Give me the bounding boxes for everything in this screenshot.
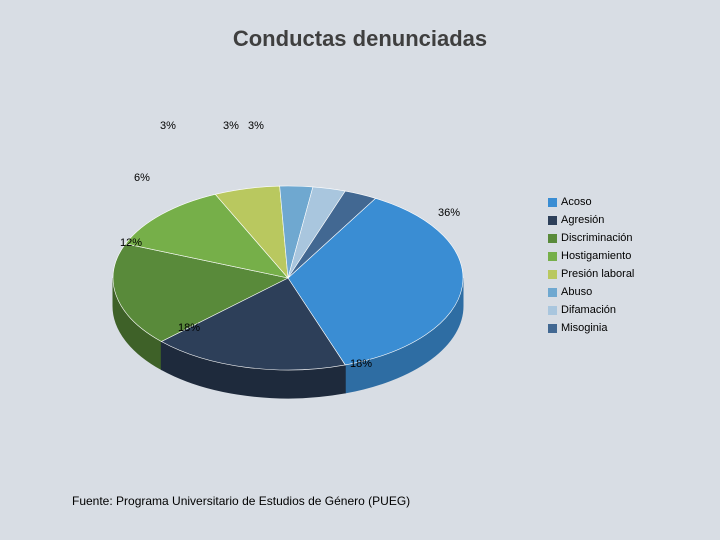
slice-label-agresión: 18% bbox=[350, 358, 372, 370]
legend-item-abuso: Abuso bbox=[548, 286, 634, 298]
legend-item-presión-laboral: Presión laboral bbox=[548, 268, 634, 280]
legend-label: Discriminación bbox=[561, 232, 633, 244]
legend-item-agresión: Agresión bbox=[548, 214, 634, 226]
slice-label-abuso: 3% bbox=[160, 120, 176, 132]
legend-swatch bbox=[548, 198, 557, 207]
legend: Acoso Agresión Discriminación Hostigamiento… bbox=[548, 196, 634, 340]
slice-label-hostigamiento: 12% bbox=[120, 237, 142, 249]
legend-swatch bbox=[548, 306, 557, 315]
legend-label: Agresión bbox=[561, 214, 604, 226]
legend-item-acoso: Acoso bbox=[548, 196, 634, 208]
legend-label: Difamación bbox=[561, 304, 616, 316]
legend-swatch bbox=[548, 234, 557, 243]
slice-label-misoginia: 3% bbox=[248, 120, 264, 132]
slice-label-acoso: 36% bbox=[438, 207, 460, 219]
legend-label: Presión laboral bbox=[561, 268, 634, 280]
legend-label: Misoginia bbox=[561, 322, 607, 334]
slice-label-discriminación: 18% bbox=[178, 322, 200, 334]
legend-label: Hostigamiento bbox=[561, 250, 631, 262]
legend-item-difamación: Difamación bbox=[548, 304, 634, 316]
slide: Conductas denunciadas 36%18%18%12%6%3%3%… bbox=[0, 0, 720, 540]
legend-item-discriminación: Discriminación bbox=[548, 232, 634, 244]
source-text: Fuente: Programa Universitario de Estudi… bbox=[72, 494, 410, 508]
legend-swatch bbox=[548, 216, 557, 225]
legend-swatch bbox=[548, 252, 557, 261]
legend-swatch bbox=[548, 324, 557, 333]
legend-label: Acoso bbox=[561, 196, 592, 208]
legend-swatch bbox=[548, 270, 557, 279]
legend-label: Abuso bbox=[561, 286, 592, 298]
slice-label-presión-laboral: 6% bbox=[134, 172, 150, 184]
slice-label-difamación: 3% bbox=[223, 120, 239, 132]
legend-item-hostigamiento: Hostigamiento bbox=[548, 250, 634, 262]
legend-item-misoginia: Misoginia bbox=[548, 322, 634, 334]
legend-swatch bbox=[548, 288, 557, 297]
